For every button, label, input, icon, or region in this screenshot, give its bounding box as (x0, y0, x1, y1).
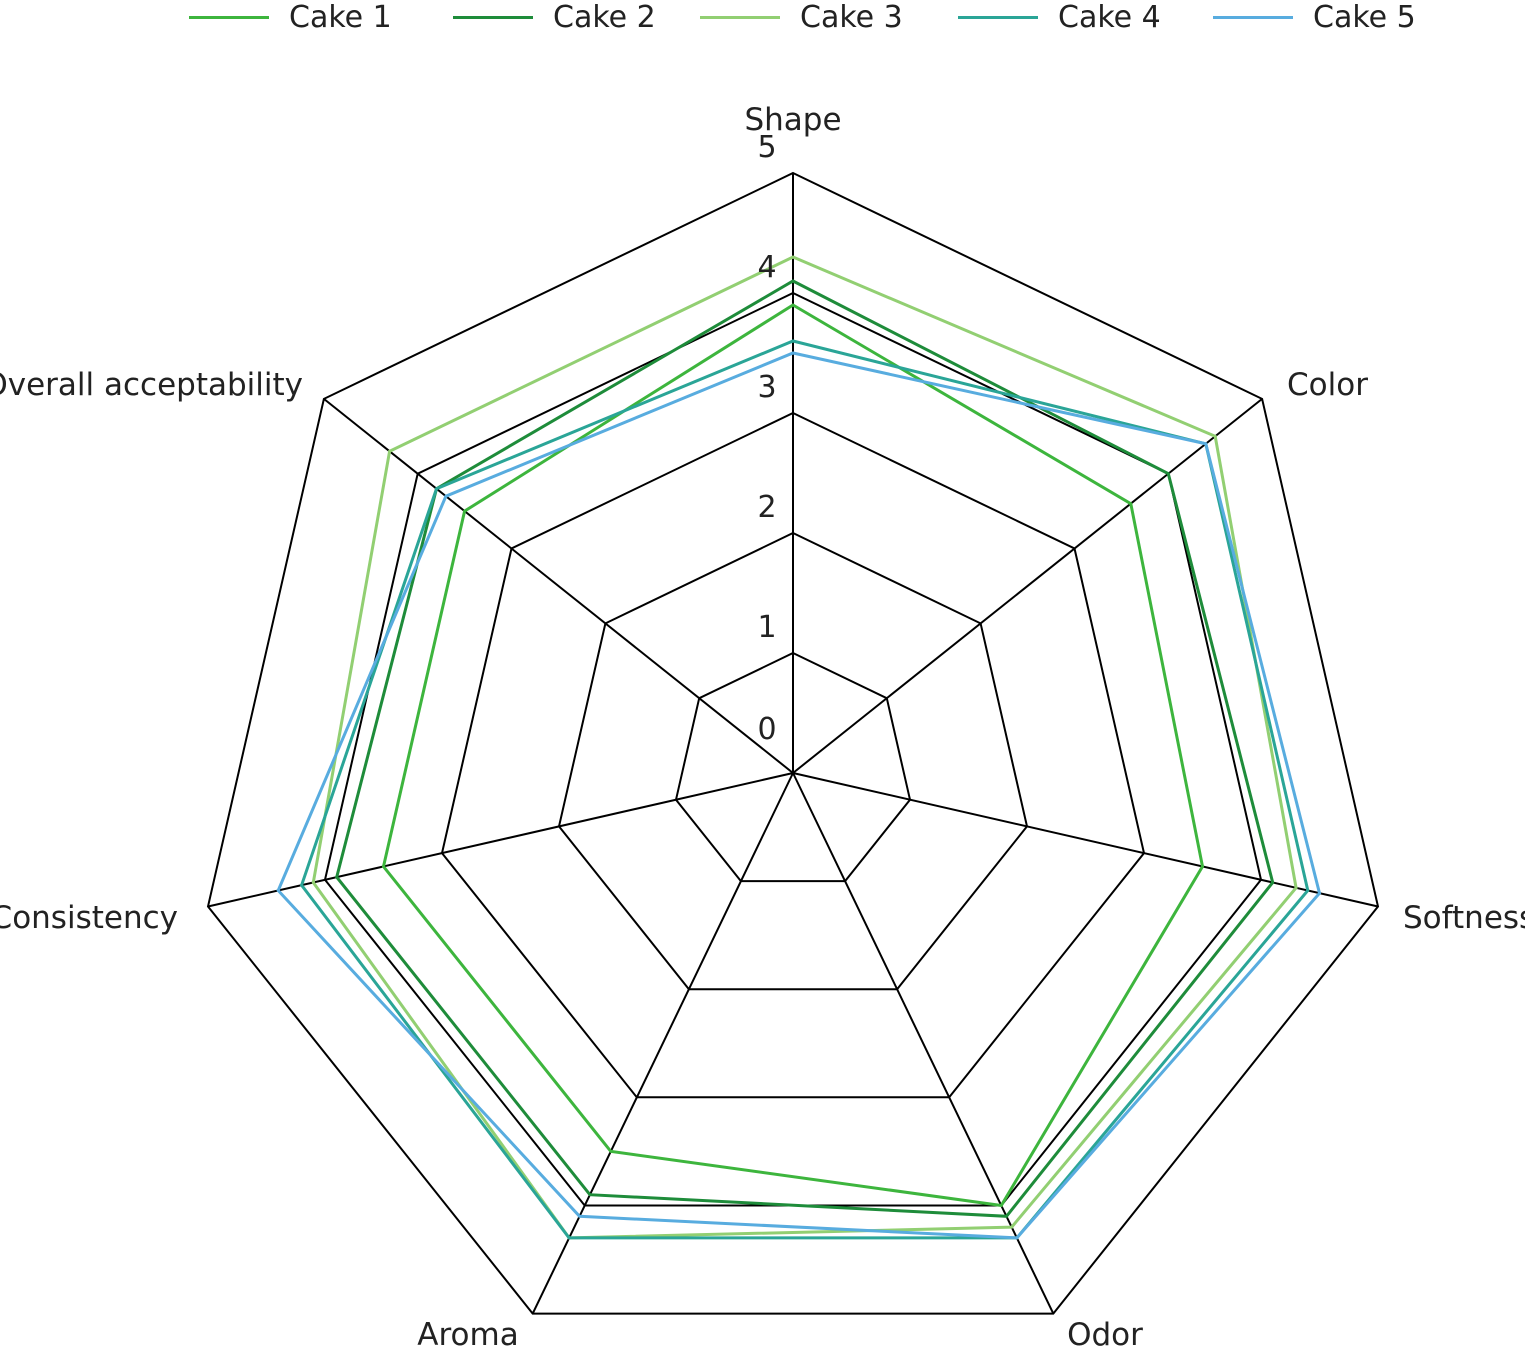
tick-label-0: 0 (757, 712, 776, 747)
tick-label-5: 5 (757, 130, 776, 165)
spoke-softness (792, 772, 1379, 908)
tick-label-4: 4 (757, 250, 776, 285)
axis-label-shape: Shape (744, 102, 841, 138)
legend-swatch-cake-3 (700, 15, 780, 19)
tick-label-3: 3 (757, 370, 776, 405)
legend-item-cake-1: Cake 1 (189, 0, 392, 35)
axis-label-overall-acceptability: Overall acceptability (0, 367, 303, 403)
radar-axis-labels: Shape Color Softness Odor Aroma Consistency Ov… (0, 102, 1525, 1347)
spoke-aroma (531, 772, 794, 1315)
series-line-cake-2 (335, 279, 1275, 1218)
spoke-consistency (207, 772, 794, 908)
grid-ring-1 (674, 651, 912, 883)
grid-ring-3 (440, 411, 1146, 1099)
legend-label: Cake 5 (1313, 0, 1416, 35)
legend-swatch-cake-4 (958, 15, 1038, 19)
axis-label-consistency: Consistency (0, 900, 178, 936)
axis-label-odor: Odor (1067, 1317, 1143, 1347)
legend-label: Cake 1 (289, 0, 392, 35)
legend-swatch-cake-5 (1213, 15, 1293, 19)
radar-tick-labels: 0 1 2 3 4 5 (757, 130, 776, 747)
legend-item-cake-3: Cake 3 (700, 0, 903, 35)
series-line-cake-1 (381, 303, 1205, 1208)
radar-series-layer (276, 255, 1322, 1240)
legend-swatch-cake-1 (189, 15, 269, 19)
series-line-cake-5 (276, 351, 1322, 1240)
legend-label: Cake 3 (800, 0, 903, 35)
legend-label: Cake 4 (1058, 0, 1161, 35)
series-line-cake-4 (299, 339, 1310, 1240)
tick-label-1: 1 (757, 610, 776, 645)
chart-legend: Cake 1 Cake 2 Cake 3 Cake 4 Cake 5 (0, 0, 1525, 40)
axis-label-aroma: Aroma (417, 1317, 518, 1347)
grid-ring-5 (206, 171, 1380, 1315)
spoke-color (792, 398, 1263, 774)
legend-item-cake-4: Cake 4 (958, 0, 1161, 35)
axis-label-color: Color (1287, 367, 1368, 403)
series-line-cake-3 (311, 255, 1298, 1240)
legend-item-cake-5: Cake 5 (1213, 0, 1416, 35)
spoke-overall-acceptability (323, 398, 794, 774)
grid-ring-2 (557, 531, 1029, 991)
legend-swatch-cake-2 (453, 15, 533, 19)
legend-item-cake-2: Cake 2 (453, 0, 656, 35)
tick-label-2: 2 (757, 490, 776, 525)
legend-label: Cake 2 (553, 0, 656, 35)
radar-spokes (207, 173, 1379, 1315)
spoke-odor (792, 772, 1055, 1315)
axis-label-softness: Softness (1403, 900, 1525, 936)
